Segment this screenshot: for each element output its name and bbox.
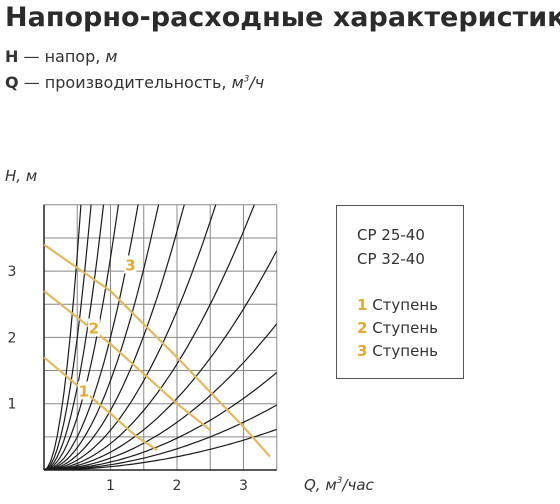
system-curve (44, 204, 185, 471)
x-tick-label: 2 (173, 478, 182, 494)
y-axis-label: H, м (5, 167, 37, 185)
y-tick-label: 2 (8, 330, 17, 346)
system-curve (44, 204, 92, 471)
system-curve (44, 428, 277, 471)
legend-h-symbol: H (5, 47, 19, 66)
system-curve (44, 250, 277, 471)
y-tick-label: 3 (8, 264, 17, 280)
model-label-1: CP 25-40 (357, 226, 425, 244)
x-axis-label: Q, м3/час (304, 476, 375, 494)
pump-curve-stage-1 (43, 356, 158, 452)
system-curve (44, 204, 255, 471)
legend-q-text: — производительность, (18, 73, 232, 92)
legend-h-unit: м (105, 47, 118, 66)
model-label-2: CP 32-40 (357, 250, 425, 268)
stage-legend-2: 2 Ступень (357, 319, 438, 337)
pump-curve-stage-2 (43, 290, 211, 432)
legend-flow: Q — производительность, м3/ч (5, 73, 264, 92)
system-curve (44, 372, 277, 471)
stage-label-bg (87, 318, 100, 337)
legend-q-unit: м3/ч (231, 73, 265, 92)
model-legend-box: CP 25-40 CP 32-40 1 Ступень 2 Ступень 3 … (336, 205, 464, 379)
stage-label-3: 3 (125, 256, 135, 274)
x-tick-label: 1 (106, 478, 115, 494)
stage-label-bg (77, 381, 90, 400)
stage-legend-1: 1 Ступень (357, 296, 438, 314)
system-curves (44, 204, 277, 471)
system-curve (44, 404, 277, 471)
legend-q-symbol: Q (5, 73, 19, 92)
system-curve (44, 204, 217, 471)
stage-label-2: 2 (89, 319, 99, 337)
x-tick-label: 3 (239, 478, 248, 494)
stage-label-bg (124, 255, 137, 274)
system-curve (44, 204, 119, 471)
stage-label-1: 1 (79, 382, 89, 400)
system-curve (44, 204, 82, 471)
system-curve (44, 204, 160, 471)
legend-head: H — напор, м (5, 47, 117, 66)
system-curve (44, 204, 105, 471)
y-tick-label: 1 (8, 397, 17, 413)
page-title: Напорно-расходные характеристики (5, 2, 560, 33)
legend-h-text: — напор, (18, 47, 106, 66)
stage-legend-3: 3 Ступень (357, 342, 438, 360)
pump-curve-stage-3 (43, 243, 271, 458)
system-curve (44, 204, 139, 471)
system-curve (44, 323, 277, 471)
